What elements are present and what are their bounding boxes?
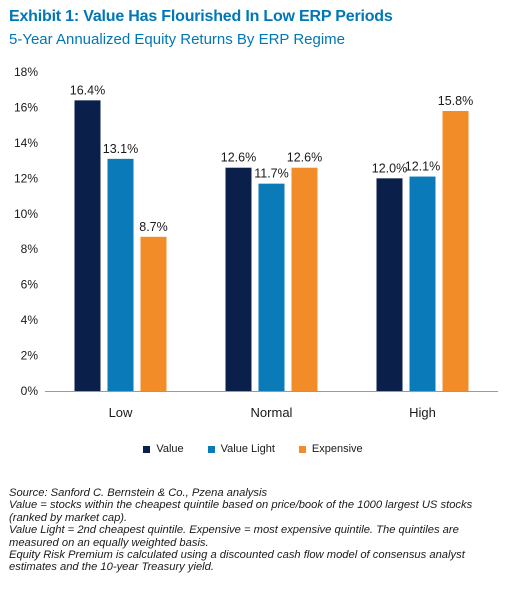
x-category-label: High (409, 405, 436, 420)
legend-swatch (298, 445, 306, 453)
y-tick-label: 10% (14, 207, 38, 221)
footnotes: Source: Sanford C. Bernstein & Co., Pzen… (9, 487, 501, 574)
y-tick-label: 18% (14, 65, 38, 79)
legend-item: Value (143, 443, 184, 455)
bar-value (74, 100, 101, 391)
y-tick-label: 16% (14, 100, 38, 114)
data-label: 13.1% (103, 142, 138, 156)
data-label: 12.6% (221, 151, 256, 165)
legend-swatch (143, 445, 151, 453)
source-note: Source: Sanford C. Bernstein & Co., Pzen… (9, 487, 268, 499)
data-label: 12.6% (287, 151, 322, 165)
data-label: 15.8% (438, 94, 473, 108)
value-definition-note: Value = stocks within the cheapest quint… (9, 499, 473, 524)
y-tick-label: 6% (21, 278, 39, 292)
y-tick-label: 14% (14, 136, 38, 150)
legend-label: Expensive (311, 443, 363, 455)
y-axis: 0% 2% 4% 6% 8% 10% 12% 14% 16% 18% (14, 65, 38, 398)
bar-value-light (107, 158, 134, 391)
bar-expensive (291, 167, 318, 391)
legend: Value Value Light Expensive (0, 443, 506, 455)
x-axis: Low Normal High (45, 391, 498, 420)
bar-expensive (140, 236, 167, 391)
legend-item: Expensive (298, 443, 363, 455)
bar-chart: 0% 2% 4% 6% 8% 10% 12% 14% 16% 18% 16.4% 13.1% 8.7%… (14, 65, 498, 420)
data-label: 16.4% (70, 83, 105, 97)
data-label: 12.0% (372, 161, 407, 175)
legend-swatch (207, 445, 215, 453)
bar-value-light (258, 183, 285, 391)
chart-title: Exhibit 1: Value Has Flourished In Low E… (9, 8, 393, 25)
legend-item: Value Light (207, 443, 275, 455)
y-tick-label: 4% (21, 313, 39, 327)
data-label: 12.1% (405, 160, 440, 174)
y-tick-label: 0% (21, 384, 39, 398)
y-tick-label: 8% (21, 242, 39, 256)
bars: 16.4% 13.1% 8.7% 12.6% 11.7% 12.6% 12.0%12.1% 1… (70, 83, 473, 391)
x-category-label: Low (109, 405, 133, 420)
data-label: 8.7% (139, 220, 168, 234)
bar-expensive (442, 110, 469, 391)
legend-label: Value (156, 443, 184, 455)
bar-value (225, 167, 252, 391)
data-label: 11.7% (254, 167, 289, 181)
legend-label: Value Light (220, 443, 275, 455)
y-tick-label: 12% (14, 171, 38, 185)
value-light-definition-note: Value Light = 2nd cheapest quintile. Exp… (9, 524, 459, 549)
bar-value (376, 178, 403, 391)
x-category-label: Normal (251, 405, 293, 420)
y-tick-label: 2% (21, 349, 39, 363)
erp-definition-note: Equity Risk Premium is calculated using … (9, 549, 465, 574)
chart-subtitle: 5-Year Annualized Equity Returns By ERP … (9, 31, 346, 48)
bar-value-light (409, 176, 436, 391)
